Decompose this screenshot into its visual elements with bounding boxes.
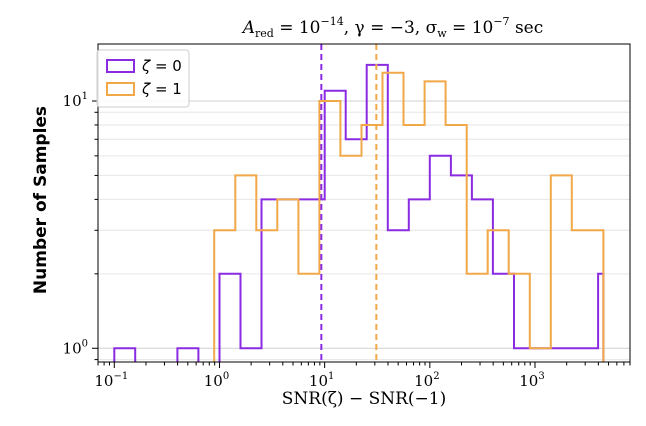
title-unit: sec — [510, 18, 544, 38]
legend-swatch-zeta-0 — [106, 59, 135, 73]
histogram-bin — [235, 175, 256, 362]
y-tick-exp: 1 — [82, 91, 88, 102]
x-tick-label: 102 — [414, 371, 439, 390]
legend-frame — [96, 49, 190, 108]
series-zeta-1 — [213, 71, 605, 362]
x-tick-label: 100 — [204, 371, 229, 390]
histogram-bin — [446, 125, 467, 362]
title-sigma-eq: = 10 — [447, 18, 494, 38]
histogram-bin — [340, 156, 361, 362]
title-a-exp: −14 — [321, 15, 344, 28]
y-tick-base: 10 — [63, 92, 82, 110]
y-tick-base: 10 — [63, 339, 82, 357]
legend-symbol-zeta-1: ζ — [141, 80, 151, 98]
x-tick-labels: 10−1 100 101 102 103 — [94, 371, 544, 390]
histogram-bin — [425, 81, 446, 362]
median-lines — [320, 44, 378, 362]
histogram-bin — [361, 125, 382, 362]
x-tick-base: 10 — [414, 372, 433, 390]
legend-symbol-zeta-0: ζ — [141, 57, 151, 75]
histogram-bin — [509, 274, 530, 362]
title-sigma-exp: −7 — [493, 15, 509, 28]
x-axis-label: SNR(ζ) − SNR(−1) — [282, 389, 447, 409]
legend-swatch-zeta-1 — [106, 82, 135, 96]
histogram-bin — [383, 73, 404, 362]
histogram-bin — [319, 101, 340, 362]
chart-title: Ared = 10−14, γ = −3, σw = 10−7 sec — [241, 15, 544, 40]
x-tick-label: 103 — [519, 371, 544, 390]
x-tick-exp: 3 — [538, 371, 544, 382]
series-outline-zeta-1 — [213, 71, 605, 362]
legend-text-zeta-1: = 1 — [150, 80, 182, 98]
histogram-bin — [298, 274, 319, 362]
ticks — [92, 100, 631, 368]
x-tick-base: 10 — [204, 372, 223, 390]
histogram-bin — [177, 348, 198, 362]
histogram-bin — [404, 125, 425, 362]
x-tick-base: 10 — [519, 372, 538, 390]
y-tick-label: 101 — [63, 91, 88, 110]
y-tick-exp: 0 — [82, 338, 88, 349]
x-tick-base: 10 — [94, 372, 113, 390]
histogram-bin — [572, 230, 593, 362]
histogram-bin — [551, 175, 572, 362]
legend-label-zeta-1: ζ = 1 — [141, 80, 182, 98]
x-tick-label: 10−1 — [94, 371, 128, 390]
title-a: A — [241, 18, 255, 38]
legend-label-zeta-0: ζ = 0 — [141, 57, 182, 75]
legend: ζ = 0 ζ = 1 — [96, 49, 190, 108]
x-tick-label: 101 — [309, 371, 334, 390]
histogram-bin — [214, 230, 235, 362]
x-tick-base: 10 — [309, 372, 328, 390]
title-sigma-sub: w — [437, 27, 447, 40]
x-tick-exp: 0 — [223, 371, 229, 382]
x-tick-exp: 1 — [328, 371, 334, 382]
histogram-bin — [530, 348, 551, 362]
y-tick-label: 100 — [63, 338, 88, 357]
histogram-bin — [488, 230, 509, 362]
histogram-bin — [593, 230, 604, 362]
title-a-eq: = 10 — [274, 18, 321, 38]
histogram-bin — [114, 348, 135, 362]
histogram-bin — [256, 230, 277, 362]
x-tick-exp: 2 — [433, 371, 439, 382]
x-tick-exp: −1 — [113, 371, 128, 382]
histogram-bin — [467, 274, 488, 362]
histogram-bin — [277, 199, 298, 362]
series-layer — [113, 63, 605, 362]
title-gamma: , γ = −3, σ — [344, 18, 438, 38]
legend-text-zeta-0: = 0 — [150, 57, 182, 75]
plot-frame — [97, 43, 631, 363]
title-a-sub: red — [255, 27, 274, 40]
y-axis-label: Number of Samples — [31, 106, 51, 294]
